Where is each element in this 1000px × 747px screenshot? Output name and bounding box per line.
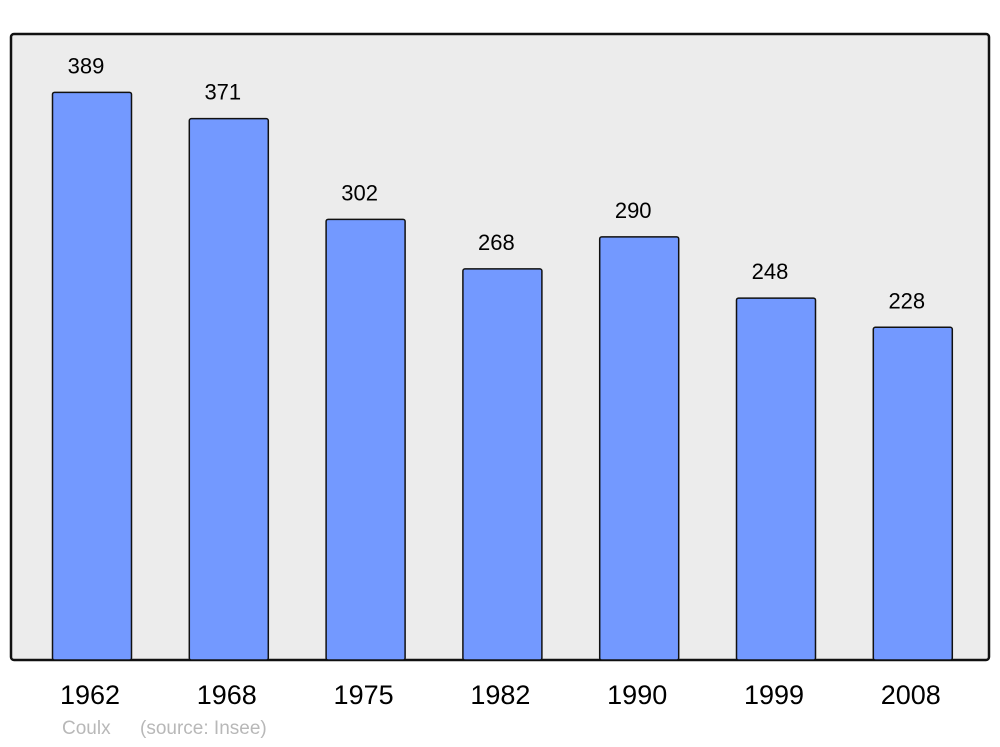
data-label-1999: 248: [752, 259, 789, 284]
footer-place: Coulx: [62, 718, 111, 739]
bar-1975: [325, 218, 406, 661]
x-tick-label-1968: 1968: [197, 680, 257, 710]
x-tick-label-1982: 1982: [470, 680, 530, 710]
x-tick-label-1962: 1962: [60, 680, 120, 710]
bar-1962: [51, 91, 133, 661]
data-label-1982: 268: [478, 230, 515, 255]
bar-1968: [188, 117, 270, 661]
x-tick-label-2008: 2008: [881, 680, 941, 710]
footer-source: (source: Insee): [140, 718, 267, 739]
x-tick-label-1999: 1999: [744, 680, 804, 710]
bar-2008: [872, 326, 954, 661]
bar-1990: [598, 236, 680, 661]
bar-1982: [462, 268, 543, 661]
data-label-1975: 302: [341, 180, 378, 205]
x-tick-label-1990: 1990: [607, 680, 667, 710]
data-label-2008: 228: [888, 288, 925, 313]
data-label-1990: 290: [615, 198, 652, 223]
bar-1999: [735, 297, 817, 661]
x-tick-label-1975: 1975: [334, 680, 394, 710]
data-label-1968: 371: [204, 80, 241, 105]
data-label-1962: 389: [68, 53, 105, 78]
